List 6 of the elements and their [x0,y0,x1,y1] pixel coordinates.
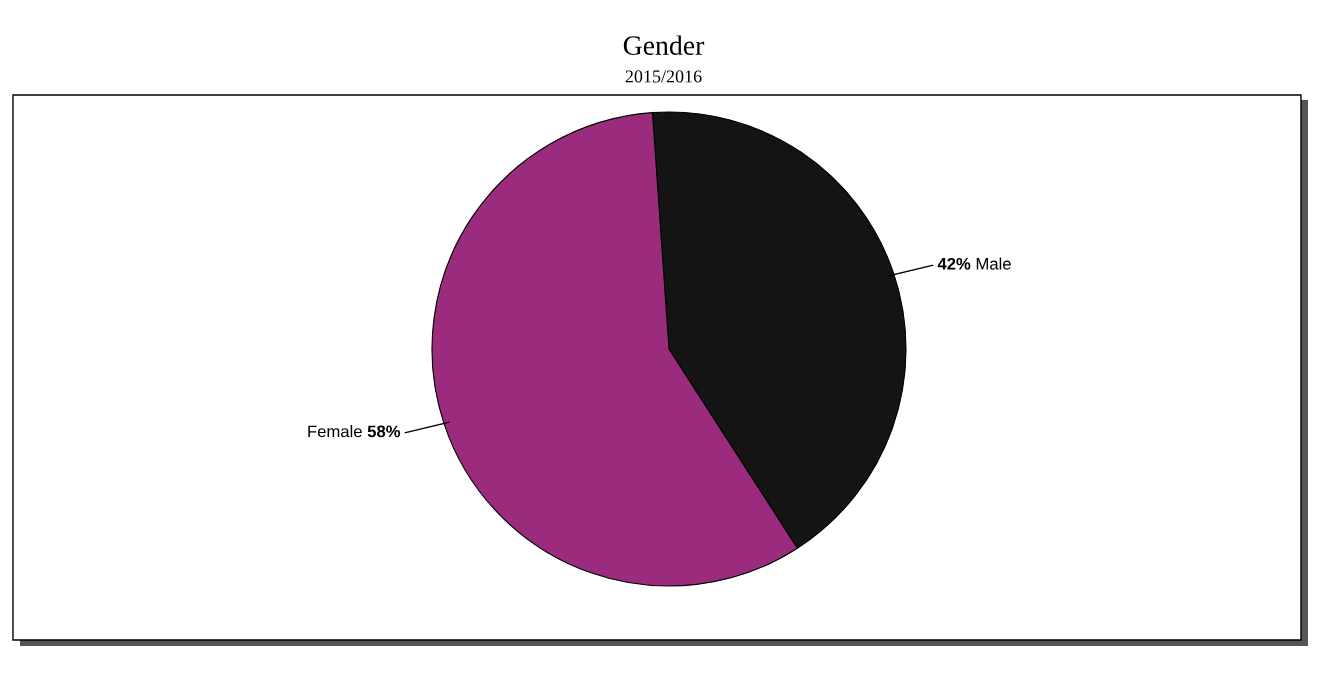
data-label: 58% [367,425,401,438]
data-label: 42% [937,257,971,270]
slice-label: Female [308,425,362,438]
slice-label: Male [976,257,1011,270]
chart-title: Gender [623,35,705,55]
chart-subtitle: 2015/2016 [625,70,702,83]
